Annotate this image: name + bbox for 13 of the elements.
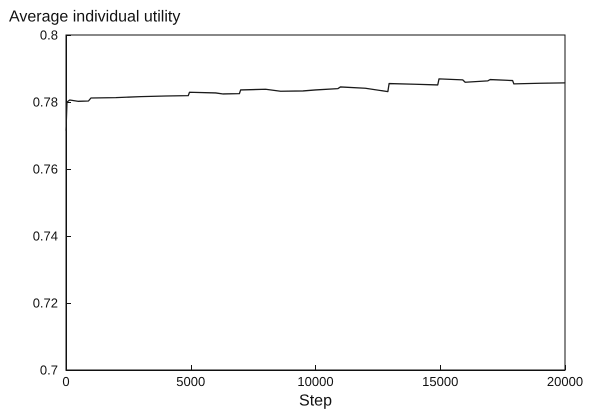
x-tick-label: 15000 [422, 374, 458, 389]
y-tick-label: 0.76 [32, 162, 58, 176]
x-tick-label: 20000 [546, 374, 584, 389]
x-tick-label: 0 [62, 374, 70, 389]
x-tick-label: 5000 [176, 374, 206, 389]
y-tick-label: 0.72 [32, 296, 58, 310]
y-tick-label: 0.74 [32, 228, 58, 244]
y-tick-label: 0.8 [40, 28, 58, 42]
x-tick-label: 10000 [297, 374, 334, 389]
x-axis-title: Step [299, 392, 332, 410]
chart-title: Average individual utility [9, 8, 180, 26]
y-tick-label: 0.78 [32, 94, 58, 110]
y-tick-label: 0.7 [40, 362, 58, 378]
